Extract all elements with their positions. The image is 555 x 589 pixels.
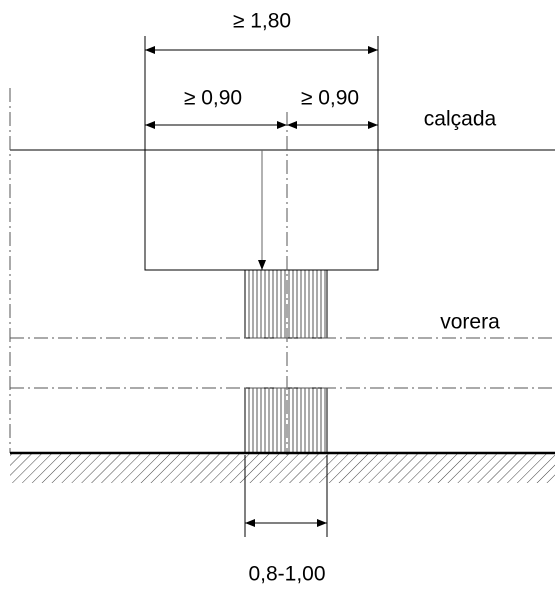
area-label: calçada	[424, 108, 497, 131]
dimension-label: ≥ 0,90	[301, 87, 359, 110]
dimension-label: ≥ 1,80	[233, 10, 291, 33]
area-label: vorera	[440, 311, 500, 334]
dimension-label: ≥ 0,90	[184, 87, 242, 110]
tactile-strip	[244, 269, 328, 339]
dimension-label: 0,8-1,00	[248, 563, 325, 586]
tactile-strip	[244, 387, 328, 454]
ground-hatch	[10, 453, 555, 483]
drawing	[9, 36, 555, 537]
